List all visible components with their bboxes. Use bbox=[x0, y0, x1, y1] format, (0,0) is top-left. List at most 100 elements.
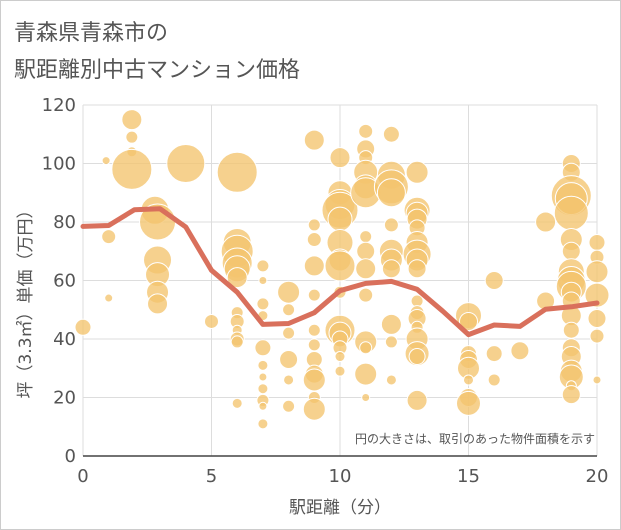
bubble-point bbox=[324, 250, 356, 282]
bubble-point bbox=[587, 309, 607, 329]
bubble-point bbox=[334, 365, 346, 377]
bubble-point bbox=[121, 109, 143, 131]
bubble-point bbox=[277, 280, 301, 304]
bubble-point bbox=[484, 271, 504, 290]
bubble-point bbox=[125, 130, 139, 144]
bubble-point bbox=[407, 259, 427, 279]
bubble-point bbox=[307, 218, 321, 232]
bubble-point bbox=[553, 195, 589, 231]
bubble-point bbox=[361, 393, 371, 402]
bubble-point bbox=[405, 160, 429, 184]
bubble-point bbox=[358, 287, 374, 303]
y-tick-label: 100 bbox=[42, 154, 76, 175]
bubble-point bbox=[216, 151, 258, 193]
y-tick-label: 40 bbox=[53, 329, 76, 350]
bubble-point bbox=[307, 288, 321, 302]
bubble-point bbox=[74, 318, 92, 336]
bubble-point bbox=[329, 147, 351, 169]
bubble-point bbox=[359, 230, 373, 244]
y-tick-label: 80 bbox=[53, 212, 76, 233]
bubble-point bbox=[355, 258, 377, 280]
bubble-point bbox=[307, 338, 321, 352]
bubble-point bbox=[485, 345, 503, 363]
bubble-point bbox=[282, 326, 296, 340]
bubble-point bbox=[257, 359, 269, 371]
bubble-point bbox=[257, 383, 269, 395]
bubble-point bbox=[101, 156, 111, 166]
bubble-point bbox=[561, 385, 581, 405]
chart-title-line-2: 駅距離別中古マンション価格 bbox=[14, 58, 300, 83]
bubble-point bbox=[510, 341, 530, 361]
bubble-point bbox=[166, 144, 206, 183]
bubble-point bbox=[376, 178, 406, 208]
bubble-point bbox=[384, 335, 398, 349]
y-tick-label: 0 bbox=[65, 446, 76, 467]
bubble-point bbox=[406, 389, 428, 411]
bubble-point bbox=[589, 328, 605, 344]
bubble-point bbox=[588, 233, 606, 251]
bubble-point bbox=[354, 362, 378, 386]
bubble-point bbox=[257, 418, 269, 430]
y-tick-label: 60 bbox=[53, 271, 76, 292]
y-tick-label: 120 bbox=[42, 95, 76, 116]
bubble-point bbox=[592, 375, 602, 385]
bubble-point bbox=[256, 259, 270, 273]
bubble-point bbox=[584, 282, 610, 308]
bubble-point bbox=[562, 321, 580, 339]
bubble-point bbox=[456, 390, 481, 416]
bubble-point bbox=[254, 339, 272, 357]
bubble-point bbox=[303, 255, 325, 277]
bubble-point bbox=[381, 259, 401, 279]
x-tick-label: 0 bbox=[77, 466, 88, 487]
chart-title-line-1: 青森県青森市の bbox=[14, 21, 168, 46]
x-axis-title: 駅距離（分） bbox=[289, 498, 391, 518]
bubble-point bbox=[306, 232, 322, 248]
average-price-line bbox=[80, 206, 600, 338]
x-tick-label: 10 bbox=[329, 466, 352, 487]
bubble-point bbox=[380, 313, 402, 335]
bubble-series bbox=[74, 109, 610, 430]
bubble-point bbox=[204, 313, 219, 329]
bubble-point bbox=[258, 276, 268, 285]
y-axis-ticks: 0 20 40 60 80 100 120 bbox=[42, 95, 76, 467]
bubble-point bbox=[279, 349, 299, 369]
bubble-point bbox=[561, 241, 581, 261]
bubble-point bbox=[359, 341, 373, 355]
bubble-point bbox=[463, 374, 474, 386]
bubble-point bbox=[459, 311, 478, 331]
y-tick-label: 20 bbox=[53, 388, 76, 409]
bubble-point bbox=[307, 323, 321, 337]
bubble-point bbox=[282, 303, 296, 317]
bubble-point bbox=[356, 241, 376, 261]
bubble-point bbox=[258, 372, 268, 382]
bubble-point bbox=[327, 206, 353, 232]
bubble-point bbox=[231, 397, 243, 409]
x-axis-ticks: 0 5 10 15 20 bbox=[77, 466, 608, 487]
x-tick-label: 15 bbox=[457, 466, 480, 487]
bubble-point bbox=[101, 229, 117, 245]
bubble-point bbox=[382, 125, 400, 143]
bubble-point bbox=[147, 293, 169, 315]
bubble-point bbox=[302, 397, 326, 421]
bubble-point bbox=[303, 129, 325, 151]
bubble-point bbox=[256, 297, 270, 311]
bubble-point bbox=[535, 211, 557, 233]
bubble-point bbox=[585, 260, 609, 284]
size-legend-note: 円の大きさは、取引のあった物件面積を示す bbox=[355, 431, 595, 446]
bubble-point bbox=[385, 374, 397, 386]
bubble-point bbox=[282, 399, 296, 413]
y-axis-title: 坪（3.3㎡）単価（万円） bbox=[16, 201, 36, 398]
bubble-point bbox=[230, 335, 244, 349]
x-tick-label: 5 bbox=[206, 466, 217, 487]
bubble-point bbox=[104, 293, 114, 303]
average-line-series bbox=[80, 206, 600, 338]
x-tick-label: 20 bbox=[586, 466, 609, 487]
bubble-point bbox=[383, 217, 399, 233]
bubble-point bbox=[258, 401, 268, 411]
bubble-point bbox=[358, 123, 374, 139]
bubble-point bbox=[487, 373, 501, 387]
bubble-point bbox=[408, 348, 426, 366]
bubble-point bbox=[334, 351, 346, 363]
